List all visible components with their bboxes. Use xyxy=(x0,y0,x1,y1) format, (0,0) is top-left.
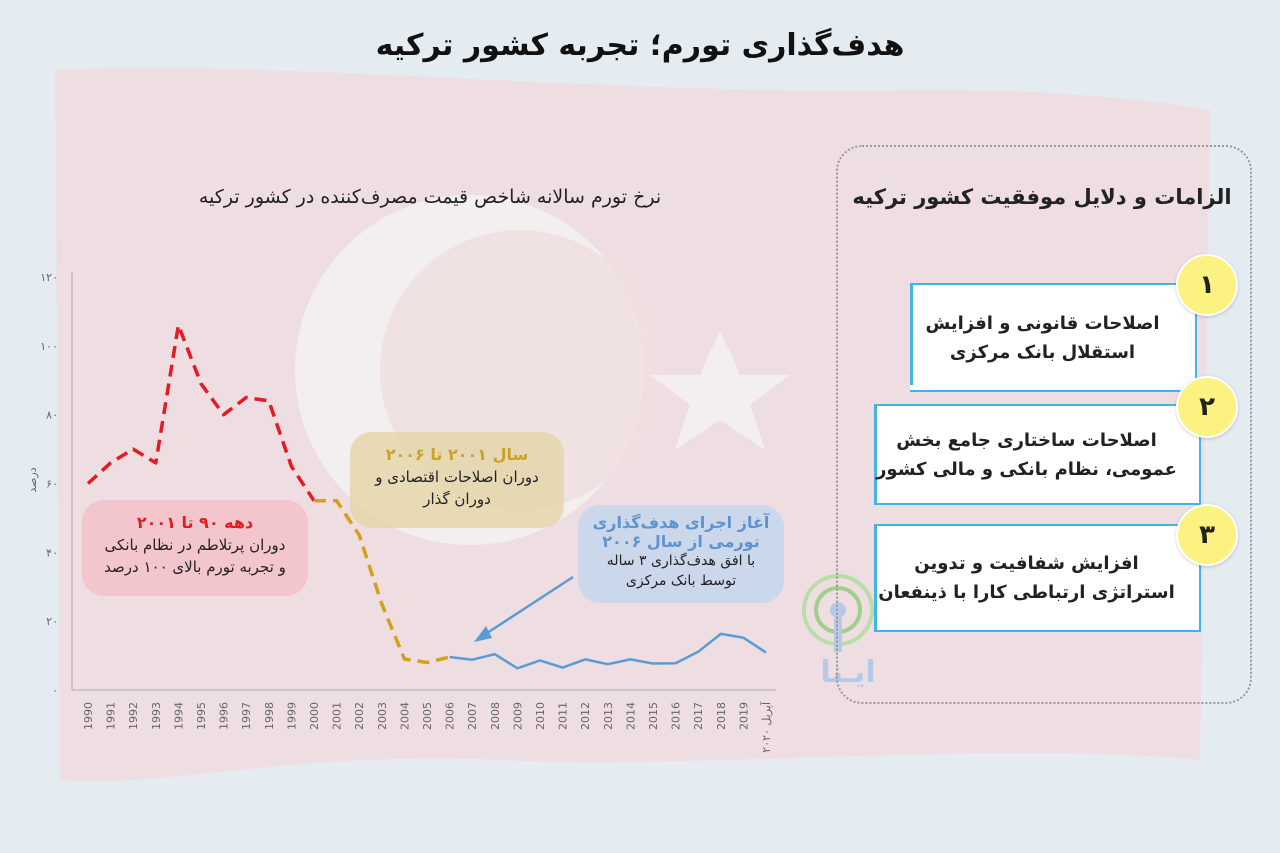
note-2001-2006-line1: دوران اصلاحات اقتصادی و xyxy=(375,468,539,486)
page-title: هدف‌گذاری تورم؛ تجربه کشور ترکیه xyxy=(375,28,905,63)
x-tick-label: 2010 xyxy=(534,702,547,730)
y-tick-label: ۴۰ xyxy=(46,546,58,559)
series-lines xyxy=(86,323,767,670)
y-axis-label: درصد xyxy=(26,467,39,492)
y-tick-label: ۰ xyxy=(52,684,58,697)
note-1990s-head: دهه ۹۰ تا ۲۰۰۱ xyxy=(136,513,254,532)
note-1990s-line1: دوران پرتلاطم در نظام بانکی xyxy=(104,536,286,554)
x-tick-label: آپریل ۲۰۲۰ xyxy=(759,701,773,753)
factor-1-line2: استقلال بانک مرکزی xyxy=(949,341,1136,363)
y-ticks: ۰ ۲۰ ۴۰ ۶۰ ۸۰ ۱۰۰ ۱۲۰ xyxy=(40,271,58,697)
success-factors-panel xyxy=(836,145,1252,704)
x-tick-label: 2007 xyxy=(466,702,479,730)
y-tick-label: ۱۰۰ xyxy=(40,340,58,353)
x-tick-label: 2018 xyxy=(715,702,728,730)
x-tick-label: 2019 xyxy=(737,702,750,730)
x-tick-label: 2012 xyxy=(579,702,592,730)
factor-2-line2: عمومی، نظام بانکی و مالی کشور xyxy=(876,458,1177,480)
x-tick-label: 1993 xyxy=(150,702,163,730)
x-tick-label: 2017 xyxy=(692,702,705,730)
factor-3-line2: استراتژی ارتباطی کارا با ذینفعان xyxy=(878,582,1175,603)
factor-3-line1: افزایش شفافیت و تدوین xyxy=(914,553,1139,574)
x-tick-label: 1994 xyxy=(172,702,185,730)
series-line xyxy=(449,632,767,670)
note-2006-line1: با افق هدف‌گذاری ۳ ساله xyxy=(606,553,756,569)
note-1990s: دهه ۹۰ تا ۲۰۰۱ دوران پرتلاطم در نظام بان… xyxy=(82,500,308,596)
note-2006-head2: تورمی از سال ۲۰۰۶ xyxy=(602,532,760,551)
x-tick-label: 2002 xyxy=(353,702,366,730)
note-2001-2006-head: سال ۲۰۰۱ تا ۲۰۰۶ xyxy=(385,445,529,464)
factor-card-2: اصلاحات ساختاری جامع بخش عمومی، نظام بانک… xyxy=(874,404,1201,505)
note-2001-2006-line2: دوران گذار xyxy=(423,490,491,508)
note-2001-2006: سال ۲۰۰۱ تا ۲۰۰۶ دوران اصلاحات اقتصادی و… xyxy=(350,432,564,528)
x-tick-label: 2009 xyxy=(511,702,524,730)
x-tick-label: 2015 xyxy=(647,702,660,730)
factor-card-1: اصلاحات قانونی و افزایش استقلال بانک مرکز… xyxy=(910,283,1197,392)
x-tick-label: 2011 xyxy=(557,702,570,730)
y-tick-label: ۲۰ xyxy=(46,615,58,628)
x-tick-label: 1992 xyxy=(127,702,140,730)
y-tick-label: ۸۰ xyxy=(46,409,58,422)
factor-badge-2: ۲ xyxy=(1176,376,1238,438)
factor-card-3: افزایش شفافیت و تدوین استراتژی ارتباطی کا… xyxy=(874,524,1201,632)
panel-title: الزامات و دلایل موفقیت کشور ترکیه xyxy=(852,185,1232,209)
note-2006-head1: آغاز اجرای هدف‌گذاری xyxy=(592,513,770,532)
note-1990s-line2: و تجربه تورم بالای ۱۰۰ درصد xyxy=(104,558,286,576)
series-line xyxy=(86,323,316,502)
x-tick-label: 1999 xyxy=(285,702,298,730)
x-tick-label: 1990 xyxy=(82,702,95,730)
y-tick-label: ۶۰ xyxy=(46,478,58,491)
x-tick-label: 2005 xyxy=(421,702,434,730)
factor-badge-1: ۱ xyxy=(1176,254,1238,316)
x-tick-label: 2004 xyxy=(398,702,411,730)
x-tick-label: 1991 xyxy=(105,702,118,730)
arrow xyxy=(474,575,574,642)
chart-axes xyxy=(71,272,776,691)
x-tick-label: 2003 xyxy=(376,702,389,730)
x-tick-label: 1995 xyxy=(195,702,208,730)
chart-title: نرخ تورم سالانه شاخص قیمت مصرف‌کننده در … xyxy=(198,186,662,208)
x-tick-label: 2013 xyxy=(602,702,615,730)
x-tick-label: 2008 xyxy=(489,702,502,730)
note-2006-line2: توسط بانک مرکزی xyxy=(625,573,737,589)
factor-badge-3: ۳ xyxy=(1176,504,1238,566)
x-ticks: 1990 1991 1992 1993 1994 1995 1996 1997 1998 1999… xyxy=(82,701,773,753)
x-tick-label: 1997 xyxy=(240,702,253,730)
factor-1-line1: اصلاحات قانونی و افزایش xyxy=(925,312,1160,334)
x-tick-label: 2001 xyxy=(331,702,344,730)
x-tick-label: 1998 xyxy=(263,702,276,730)
x-tick-label: 1996 xyxy=(218,702,231,730)
note-2006: آغاز اجرای هدف‌گذاری تورمی از سال ۲۰۰۶ ب… xyxy=(578,505,784,603)
x-tick-label: 2016 xyxy=(670,702,683,730)
x-tick-label: 2014 xyxy=(624,702,637,730)
series-line xyxy=(314,498,451,665)
x-tick-label: 2000 xyxy=(308,702,321,730)
x-tick-label: 2006 xyxy=(444,702,457,730)
factor-2-line1: اصلاحات ساختاری جامع بخش xyxy=(896,429,1157,451)
y-tick-label: ۱۲۰ xyxy=(40,271,58,284)
